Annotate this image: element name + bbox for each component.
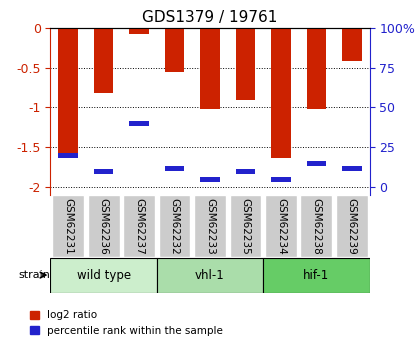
Bar — [165, 166, 184, 171]
Bar — [271, 28, 291, 158]
FancyBboxPatch shape — [123, 195, 155, 257]
Bar — [200, 28, 220, 109]
Text: GSM62235: GSM62235 — [241, 198, 250, 255]
Legend: log2 ratio, percentile rank within the sample: log2 ratio, percentile rank within the s… — [26, 306, 227, 340]
Bar — [129, 121, 149, 126]
Text: GSM62238: GSM62238 — [311, 198, 321, 255]
Bar — [342, 166, 362, 171]
Text: vhl-1: vhl-1 — [195, 268, 225, 282]
FancyBboxPatch shape — [336, 195, 368, 257]
Text: GSM62239: GSM62239 — [347, 198, 357, 255]
Bar — [342, 28, 362, 61]
FancyBboxPatch shape — [159, 195, 191, 257]
Bar — [129, 28, 149, 34]
FancyBboxPatch shape — [88, 195, 120, 257]
Text: GSM62232: GSM62232 — [170, 198, 179, 255]
Bar — [94, 169, 113, 174]
FancyBboxPatch shape — [229, 195, 261, 257]
Text: GSM62236: GSM62236 — [99, 198, 109, 255]
FancyBboxPatch shape — [263, 258, 370, 293]
Title: GDS1379 / 19761: GDS1379 / 19761 — [142, 10, 278, 25]
Text: GSM62237: GSM62237 — [134, 198, 144, 255]
Bar — [165, 28, 184, 71]
FancyBboxPatch shape — [52, 195, 84, 257]
Bar — [236, 169, 255, 174]
Bar — [236, 28, 255, 99]
FancyBboxPatch shape — [157, 258, 263, 293]
Text: wild type: wild type — [76, 268, 131, 282]
Text: strain: strain — [18, 270, 50, 280]
Bar — [271, 177, 291, 182]
Bar — [307, 28, 326, 109]
FancyBboxPatch shape — [265, 195, 297, 257]
Text: GSM62234: GSM62234 — [276, 198, 286, 255]
FancyBboxPatch shape — [50, 258, 157, 293]
Bar — [58, 28, 78, 157]
FancyBboxPatch shape — [194, 195, 226, 257]
Bar — [58, 153, 78, 158]
Text: GSM62233: GSM62233 — [205, 198, 215, 255]
FancyBboxPatch shape — [300, 195, 332, 257]
Text: GSM62231: GSM62231 — [63, 198, 73, 255]
Text: hif-1: hif-1 — [303, 268, 330, 282]
Bar — [94, 28, 113, 93]
Bar — [200, 177, 220, 182]
Bar — [307, 161, 326, 166]
